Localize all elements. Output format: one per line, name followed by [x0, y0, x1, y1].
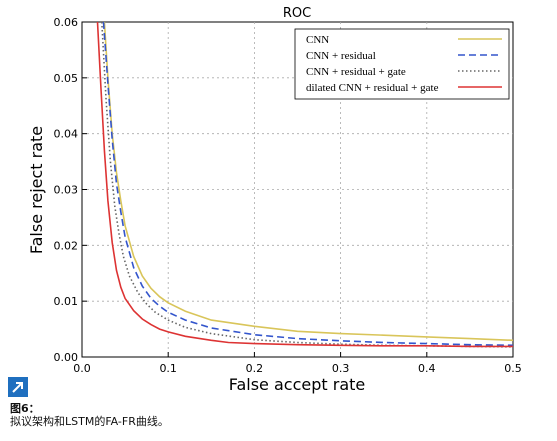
expand-arrow-icon — [12, 382, 23, 393]
y-tick-label: 0.01 — [54, 295, 79, 308]
legend: CNN CNN + residual CNN + residual + gate… — [294, 28, 510, 100]
x-tick-label: 0.1 — [159, 362, 177, 375]
x-tick-label: 0.0 — [73, 362, 91, 375]
legend-label-dilated: dilated CNN + residual + gate — [306, 82, 439, 94]
y-tick-label: 0.02 — [54, 239, 79, 252]
legend-label-cnn-residual-gate: CNN + residual + gate — [306, 66, 406, 78]
y-tick-label: 0.03 — [54, 184, 79, 197]
x-tick-label: 0.3 — [332, 362, 350, 375]
y-tick-label: 0.00 — [54, 351, 79, 364]
y-tick-label: 0.04 — [54, 128, 79, 141]
series-line-2 — [101, 22, 513, 348]
roc-chart: 0.0 0.1 0.2 0.3 0.4 0.5 0.00 0.01 0.02 0.03 0.04 0.… — [27, 6, 522, 394]
y-tick-label: 0.05 — [54, 72, 79, 85]
series-line-3 — [96, 22, 513, 348]
legend-label-cnn-residual: CNN + residual — [306, 50, 376, 62]
y-tick-label: 0.06 — [54, 16, 79, 29]
caption-label: 图6： — [10, 402, 40, 415]
x-axis-label: False accept rate — [229, 375, 366, 394]
series-line-1 — [102, 22, 513, 347]
figure-caption: 图6： 拟议架构和LSTM的FA-FR曲线。 — [10, 402, 169, 428]
caption-text: 拟议架构和LSTM的FA-FR曲线。 — [10, 415, 169, 428]
x-tick-label: 0.2 — [246, 362, 264, 375]
x-tick-label: 0.4 — [418, 362, 436, 375]
axis-ticks: 0.0 0.1 0.2 0.3 0.4 0.5 0.00 0.01 0.02 0.03 0.04 0.… — [54, 16, 522, 375]
expand-image-button[interactable] — [8, 377, 28, 397]
series-line-0 — [103, 22, 513, 342]
chart-title: ROC — [283, 6, 311, 21]
legend-label-cnn: CNN — [306, 34, 329, 46]
series-lines — [96, 22, 513, 348]
x-tick-label: 0.5 — [504, 362, 522, 375]
y-axis-label: False reject rate — [27, 126, 46, 254]
